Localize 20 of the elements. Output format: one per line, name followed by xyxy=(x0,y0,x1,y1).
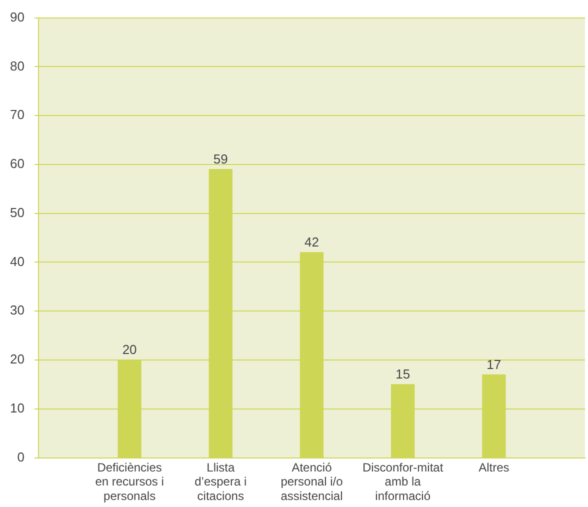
y-tick-label: 60 xyxy=(10,156,24,172)
x-tick-label: Atenció personal i/o assistencial xyxy=(280,460,344,504)
x-tick-label: Deficiències en recursos i personals xyxy=(95,460,164,504)
data-label: 15 xyxy=(396,366,410,382)
x-tick-label: Altres xyxy=(478,460,510,474)
data-label: 17 xyxy=(486,356,502,372)
y-tick-label: 20 xyxy=(10,352,24,367)
data-label: 59 xyxy=(213,151,228,166)
y-tick-label: 40 xyxy=(10,254,24,269)
y-tick-label: 70 xyxy=(10,107,24,122)
data-label: 42 xyxy=(304,234,319,250)
data-label: 20 xyxy=(122,342,137,358)
x-tick-label: Llista d’espera i citacions xyxy=(194,460,247,504)
y-tick-label: 30 xyxy=(10,302,24,318)
y-tick-label: 80 xyxy=(10,58,24,74)
y-tick-label: 90 xyxy=(10,9,24,24)
y-tick-label: 10 xyxy=(10,400,24,416)
y-tick-label: 50 xyxy=(10,204,24,220)
y-tick-label: 0 xyxy=(17,449,24,464)
x-tick-label: Disconfor-mitat amb la informació xyxy=(362,460,444,504)
